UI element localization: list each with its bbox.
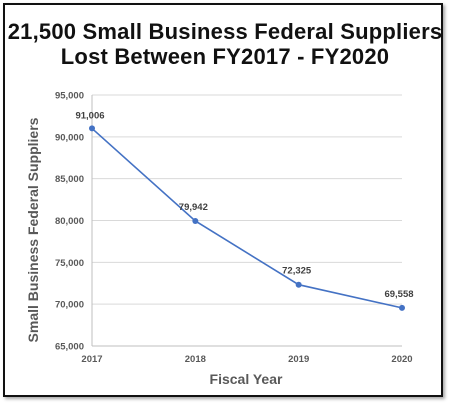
- chart-frame: [3, 3, 443, 397]
- series-line: [89, 125, 405, 311]
- y-tick-label: 95,000: [55, 91, 84, 102]
- y-axis-title: Small Business Federal Suppliers: [25, 117, 41, 342]
- x-tick-label: 2018: [185, 354, 206, 365]
- y-axis-ticks: 65,000 70,000 75,000 80,000 85,000 90,000 95,0…: [55, 91, 84, 353]
- data-point: [192, 217, 199, 224]
- gridlines: [91, 94, 402, 347]
- data-labels: 91,006 79,942 72,325 69,558: [75, 110, 413, 299]
- chart-title-line-2: Lost Between FY2017 - FY2020: [60, 44, 390, 69]
- y-tick-label: 85,000: [55, 174, 84, 185]
- x-axis-title: Fiscal Year: [210, 371, 283, 387]
- data-label: 91,006: [75, 110, 104, 121]
- data-label: 69,558: [384, 289, 413, 300]
- x-tick-label: 2019: [288, 354, 309, 365]
- data-point: [89, 125, 95, 132]
- data-point: [295, 281, 302, 288]
- x-axis-ticks: 2017 2018 2019 2020: [81, 354, 412, 365]
- series-line-path: [91, 127, 403, 309]
- y-tick-label: 70,000: [55, 300, 84, 311]
- x-tick-label: 2020: [391, 354, 412, 365]
- data-point: [399, 304, 405, 311]
- data-label: 72,325: [282, 266, 312, 277]
- data-label: 79,942: [179, 202, 208, 213]
- y-tick-label: 80,000: [55, 216, 84, 227]
- y-tick-label: 75,000: [55, 258, 84, 269]
- y-tick-label: 90,000: [55, 132, 84, 143]
- chart-title-line-1: 21,500 Small Business Federal Suppliers: [7, 19, 443, 44]
- x-tick-label: 2017: [81, 354, 102, 365]
- y-tick-label: 65,000: [55, 342, 84, 353]
